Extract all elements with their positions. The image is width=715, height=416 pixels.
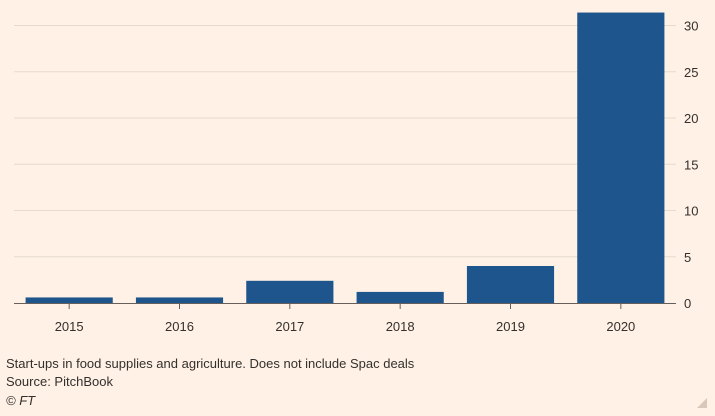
bar-2020: [577, 12, 665, 304]
bar-2016: [135, 297, 224, 303]
bars: [25, 12, 665, 304]
bar-2017: [246, 280, 334, 303]
bar-2018: [356, 291, 444, 303]
x-axis-ticks: 2015 2016 2017 2018 2019 2020: [14, 303, 676, 334]
y-tick-label: 15: [684, 157, 698, 172]
bar-2015: [25, 297, 113, 303]
y-tick-label: 0: [684, 296, 691, 311]
x-tick-label: 2016: [165, 319, 194, 334]
bar-chart: 0 5 10 15 20 25 30 2015 2016 2017 2018 2019 2020: [14, 12, 698, 334]
y-axis-ticks: 0 5 10 15 20 25 30: [684, 19, 698, 312]
x-tick-label: 2019: [496, 319, 525, 334]
y-tick-label: 20: [684, 111, 698, 126]
copyright: © FT: [6, 393, 36, 408]
gridlines: [14, 25, 676, 258]
bar-2019: [466, 266, 555, 303]
chart-source: Source: PitchBook: [6, 374, 113, 389]
x-tick-label: 2020: [606, 319, 635, 334]
y-tick-label: 25: [684, 65, 698, 80]
y-tick-label: 30: [684, 19, 698, 34]
x-tick-label: 2018: [386, 319, 415, 334]
x-tick-label: 2017: [275, 319, 304, 334]
resize-grip-icon: [697, 398, 707, 408]
y-tick-label: 10: [684, 204, 698, 219]
chart-note: Start-ups in food supplies and agricultu…: [6, 356, 415, 371]
y-tick-label: 5: [684, 250, 691, 265]
x-tick-label: 2015: [55, 319, 84, 334]
